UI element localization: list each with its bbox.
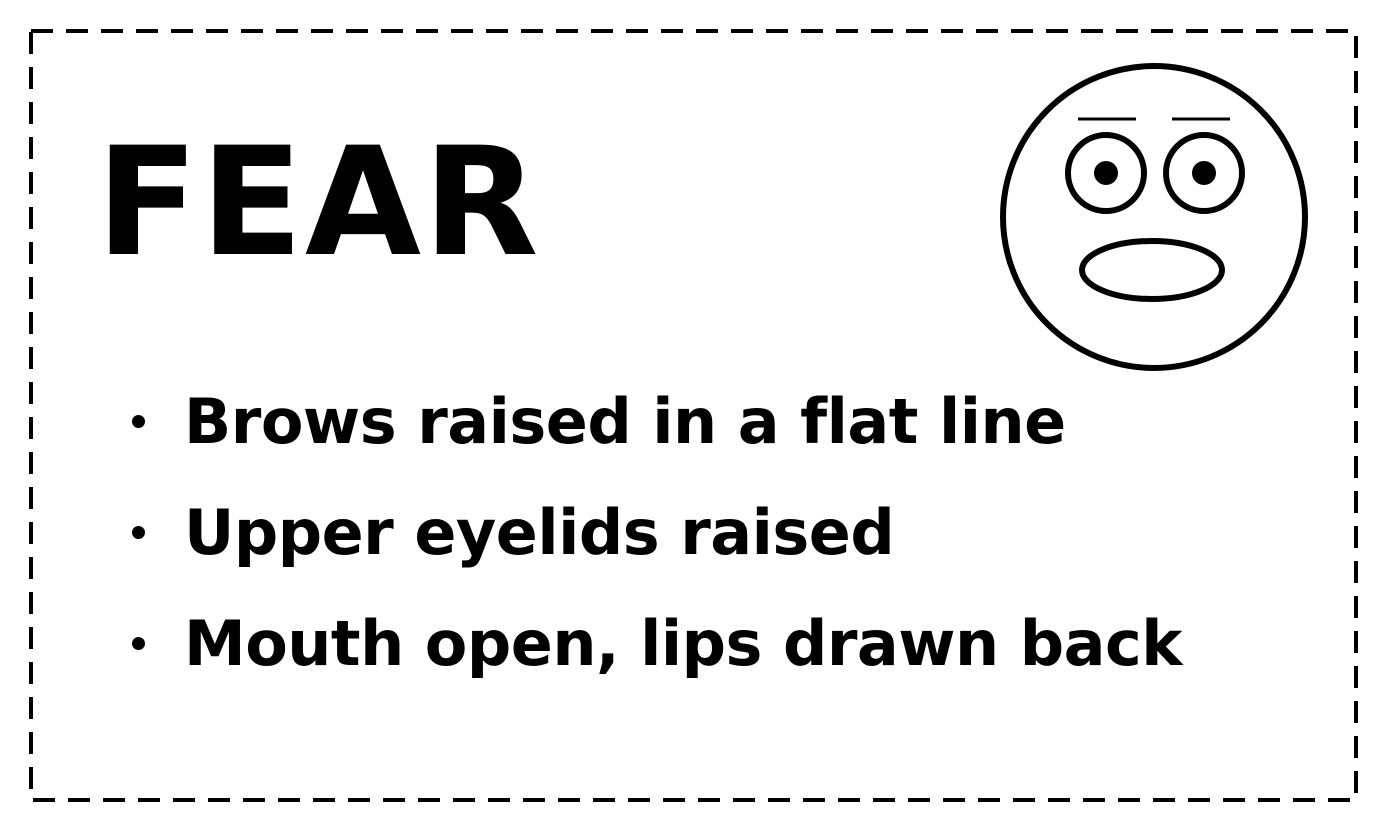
bullet-icon — [132, 415, 145, 428]
fearful-face-icon — [1000, 63, 1308, 371]
left-pupil — [1094, 161, 1118, 185]
list-item: Upper eyelids raised — [132, 477, 1182, 588]
bullet-text: Upper eyelids raised — [184, 495, 895, 569]
bullet-text: Brows raised in a flat line — [184, 384, 1066, 458]
bullet-icon — [132, 526, 145, 539]
list-item: Mouth open, lips drawn back — [132, 588, 1182, 699]
face-outline — [1000, 63, 1308, 371]
mouth — [1079, 238, 1225, 302]
bullet-icon — [132, 637, 145, 650]
list-item: Brows raised in a flat line — [132, 366, 1182, 477]
right-eye — [1163, 132, 1245, 214]
feature-list: Brows raised in a flat line Upper eyelid… — [132, 366, 1182, 699]
emotion-title: FEAR — [96, 116, 541, 290]
right-pupil — [1192, 161, 1216, 185]
left-eye — [1065, 132, 1147, 214]
bullet-text: Mouth open, lips drawn back — [184, 606, 1182, 680]
